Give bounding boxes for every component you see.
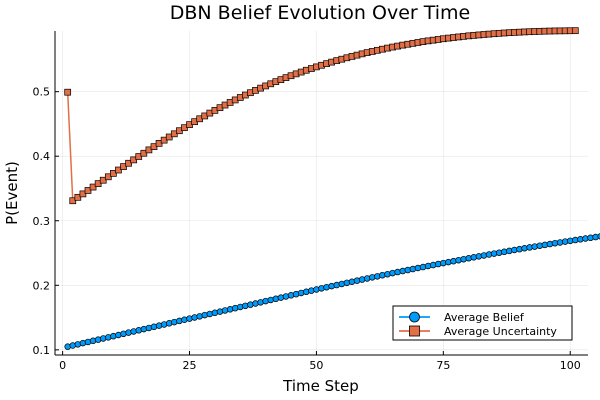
data-point <box>64 88 72 96</box>
legend-item: Average Uncertainty <box>399 325 557 338</box>
data-point <box>89 183 97 191</box>
legend-label: Average Uncertainty <box>444 325 557 338</box>
data-point <box>571 27 579 35</box>
data-point <box>79 190 87 198</box>
axes <box>54 31 588 356</box>
y-tick-label: 0.4 <box>33 150 51 163</box>
y-tick-label: 0.5 <box>33 86 51 99</box>
x-tick-label: 75 <box>436 359 450 372</box>
data-point <box>84 187 92 194</box>
data-point <box>140 149 148 157</box>
legend-box <box>392 305 573 341</box>
data-point <box>120 163 127 170</box>
data-point <box>69 197 77 205</box>
x-tick-label: 0 <box>59 359 66 372</box>
series-1 <box>64 27 579 205</box>
y-tick-label: 0.3 <box>33 215 51 228</box>
data-point <box>94 180 102 187</box>
legend-item: Average Belief <box>399 311 525 324</box>
x-axis-label: Time Step <box>282 377 359 395</box>
data-point <box>115 166 122 174</box>
data-point <box>125 159 132 167</box>
data-point <box>104 173 112 181</box>
data-point <box>130 156 138 164</box>
x-tick-label: 25 <box>183 359 197 372</box>
legend-marker-square <box>409 325 420 337</box>
data-point <box>110 170 117 177</box>
series-layer <box>64 27 600 350</box>
x-tick-label: 50 <box>309 359 323 372</box>
chart-title: DBN Belief Evolution Over Time <box>170 2 470 24</box>
data-point <box>99 176 107 184</box>
data-point <box>74 193 82 201</box>
x-tick-label: 100 <box>560 359 581 372</box>
tick-labels: 0 25 50 75 100 0.1 0.2 0.3 0.4 0.5 <box>33 86 581 372</box>
data-point <box>597 233 600 240</box>
y-axis-label: P(Event) <box>3 161 21 225</box>
y-tick-label: 0.2 <box>33 279 51 292</box>
series-0 <box>64 233 600 350</box>
legend-marker-circle <box>409 311 420 323</box>
legend-label: Average Belief <box>444 311 525 324</box>
y-tick-label: 0.1 <box>33 344 51 357</box>
